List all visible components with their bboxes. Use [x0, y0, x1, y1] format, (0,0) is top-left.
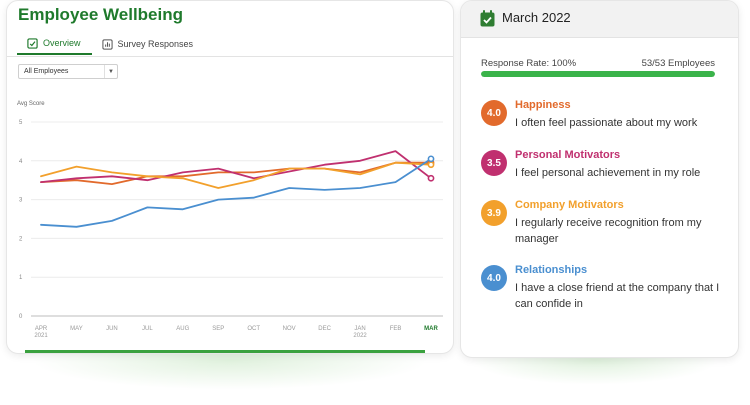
x-tick-label: MAY — [70, 326, 83, 332]
x-tick-label: AUG — [176, 326, 189, 332]
y-tick-label: 2 — [19, 236, 23, 242]
metric-title: Happiness — [515, 99, 571, 111]
series-line — [40, 161, 432, 189]
overview-icon — [27, 37, 38, 49]
x-tick-sublabel: 2022 — [353, 333, 367, 339]
wellbeing-card: Employee Wellbeing Overview Survey Respo… — [6, 0, 454, 354]
metric-description: I have a close friend at the company tha… — [515, 282, 720, 310]
x-tick-label: FEB — [390, 326, 402, 332]
y-axis-label: Avg Score — [17, 101, 45, 107]
tab-divider — [7, 56, 453, 57]
employee-filter-select[interactable]: All Employees ▼ — [18, 64, 118, 79]
score-badge: 4.0 — [481, 100, 507, 126]
page-title: Employee Wellbeing — [18, 5, 184, 24]
bar-chart-icon — [101, 38, 113, 50]
x-tick-label: NOV — [283, 326, 296, 332]
series-line — [40, 161, 432, 185]
metric-title: Personal Motivators — [515, 149, 621, 161]
tab-label: Overview — [43, 38, 81, 48]
month-title: March 2022 — [502, 10, 571, 25]
score-badge: 3.9 — [481, 200, 507, 226]
response-rate-label: Response Rate: 100% — [481, 58, 577, 69]
x-tick-label: MAR — [424, 326, 438, 332]
response-rate-fill — [481, 71, 715, 77]
metric-description: I often feel passionate about my work — [515, 117, 698, 129]
y-tick-label: 4 — [19, 159, 23, 165]
tab-overview[interactable]: Overview — [17, 33, 92, 55]
x-tick-label: DEC — [318, 326, 331, 332]
tab-bar: Overview Survey Responses — [17, 33, 204, 55]
filter-value: All Employees — [24, 68, 69, 75]
x-tick-label: APR — [35, 326, 48, 332]
x-tick-label: JUL — [142, 326, 153, 332]
month-summary-card: March 2022 Response Rate: 100% 53/53 Emp… — [460, 0, 739, 358]
metric-description: I regularly receive recognition from my … — [515, 217, 702, 245]
chevron-down-icon[interactable]: ▼ — [104, 65, 117, 78]
metric-title: Relationships — [515, 264, 588, 276]
response-count: 53/53 Employees — [641, 58, 715, 69]
metric-description: I feel personal achievement in my role — [515, 167, 701, 179]
y-tick-label: 1 — [19, 275, 23, 281]
calendar-check-icon — [480, 10, 495, 27]
series-line — [40, 150, 432, 183]
score-badge: 3.5 — [481, 150, 507, 176]
x-tick-sublabel: 2021 — [34, 333, 48, 339]
tab-label: Survey Responses — [117, 39, 194, 49]
metric-title: Company Motivators — [515, 199, 624, 211]
data-point — [427, 155, 435, 163]
score-badge: 4.0 — [481, 265, 507, 291]
y-tick-label: 0 — [19, 314, 23, 320]
y-tick-label: 5 — [19, 120, 23, 126]
card-header: March 2022 — [461, 1, 738, 38]
data-point — [427, 161, 435, 169]
data-point — [427, 174, 435, 182]
x-tick-label: OCT — [247, 326, 260, 332]
x-tick-label: SEP — [212, 326, 224, 332]
response-rate-bar — [481, 71, 715, 77]
active-month-bar — [25, 350, 425, 353]
y-tick-label: 3 — [19, 198, 23, 204]
x-tick-label: JUN — [106, 326, 118, 332]
series-line — [40, 158, 432, 228]
x-tick-label: JAN — [354, 326, 365, 332]
tab-survey-responses[interactable]: Survey Responses — [92, 33, 205, 55]
